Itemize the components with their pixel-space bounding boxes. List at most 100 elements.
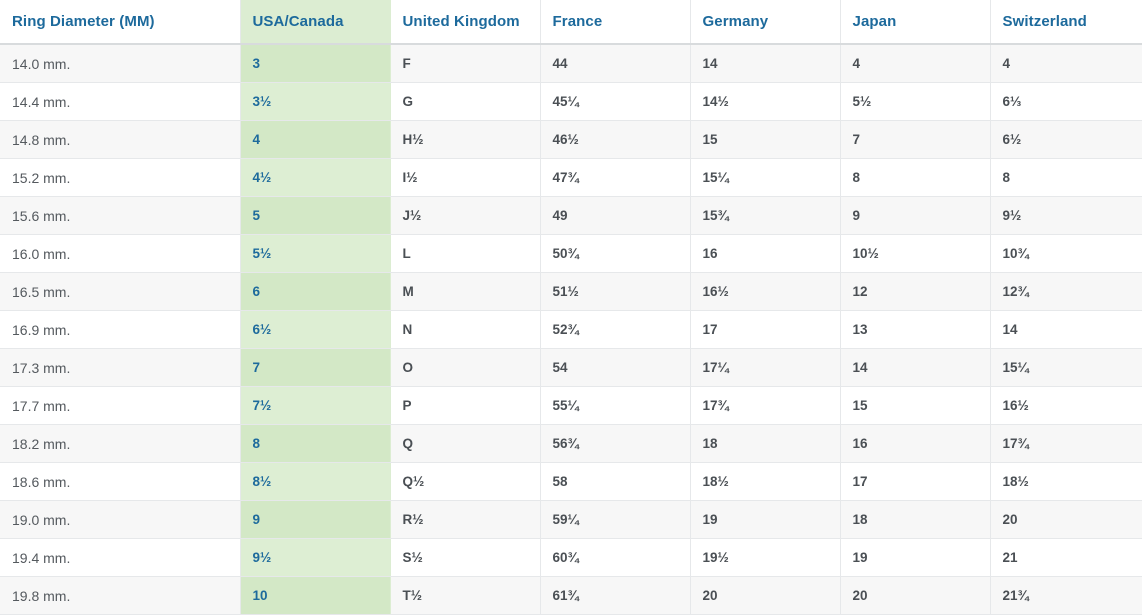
table-row: 14.4 mm. 3½ G 45¼ 14½ 5½ 6⅓ [0, 82, 1142, 121]
cell-japan: 4 [840, 44, 991, 83]
cell-usa-canada: 8 [240, 424, 391, 463]
cell-japan: 5½ [840, 82, 991, 121]
cell-united-kingdom: J½ [390, 196, 541, 235]
cell-ring-diameter-mm: 15.6 mm. [0, 196, 241, 235]
cell-united-kingdom: I½ [390, 158, 541, 197]
cell-usa-canada: 8½ [240, 462, 391, 501]
cell-japan: 10½ [840, 234, 991, 273]
table-body: 14.0 mm. 3 F 44 14 4 4 14.4 mm. 3½ G 45¼ 14½ 5½ 6⅓ 14.… [0, 44, 1142, 615]
cell-switzerland: 14 [990, 310, 1142, 349]
cell-france: 54 [540, 348, 691, 387]
cell-france: 50¾ [540, 234, 691, 273]
cell-germany: 20 [690, 576, 841, 615]
cell-germany: 18 [690, 424, 841, 463]
cell-usa-canada: 6½ [240, 310, 391, 349]
cell-united-kingdom: L [390, 234, 541, 273]
column-header-ring-diameter-mm: Ring Diameter (MM) [0, 0, 241, 45]
column-header-switzerland: Switzerland [990, 0, 1142, 45]
cell-usa-canada: 10 [240, 576, 391, 615]
cell-france: 52¾ [540, 310, 691, 349]
cell-france: 44 [540, 44, 691, 83]
cell-japan: 18 [840, 500, 991, 539]
cell-germany: 15 [690, 120, 841, 159]
cell-ring-diameter-mm: 14.0 mm. [0, 44, 241, 83]
cell-france: 60¾ [540, 538, 691, 577]
cell-united-kingdom: S½ [390, 538, 541, 577]
column-header-united-kingdom: United Kingdom [390, 0, 541, 45]
cell-united-kingdom: Q½ [390, 462, 541, 501]
cell-ring-diameter-mm: 18.6 mm. [0, 462, 241, 501]
cell-ring-diameter-mm: 15.2 mm. [0, 158, 241, 197]
cell-germany: 17 [690, 310, 841, 349]
cell-france: 46½ [540, 120, 691, 159]
cell-switzerland: 21¾ [990, 576, 1142, 615]
cell-united-kingdom: R½ [390, 500, 541, 539]
cell-switzerland: 10¾ [990, 234, 1142, 273]
cell-ring-diameter-mm: 16.0 mm. [0, 234, 241, 273]
cell-japan: 9 [840, 196, 991, 235]
table-row: 15.6 mm. 5 J½ 49 15¾ 9 9½ [0, 196, 1142, 235]
cell-ring-diameter-mm: 19.8 mm. [0, 576, 241, 615]
cell-united-kingdom: H½ [390, 120, 541, 159]
cell-united-kingdom: Q [390, 424, 541, 463]
table-row: 18.6 mm. 8½ Q½ 58 18½ 17 18½ [0, 462, 1142, 501]
cell-usa-canada: 5½ [240, 234, 391, 273]
cell-usa-canada: 7½ [240, 386, 391, 425]
cell-japan: 8 [840, 158, 991, 197]
cell-united-kingdom: M [390, 272, 541, 311]
cell-france: 51½ [540, 272, 691, 311]
cell-ring-diameter-mm: 19.0 mm. [0, 500, 241, 539]
cell-france: 55¼ [540, 386, 691, 425]
table-row: 17.7 mm. 7½ P 55¼ 17¾ 15 16½ [0, 386, 1142, 425]
cell-japan: 16 [840, 424, 991, 463]
column-header-japan: Japan [840, 0, 991, 45]
cell-france: 47¾ [540, 158, 691, 197]
cell-germany: 17¾ [690, 386, 841, 425]
table-row: 14.0 mm. 3 F 44 14 4 4 [0, 44, 1142, 83]
table-row: 19.4 mm. 9½ S½ 60¾ 19½ 19 21 [0, 538, 1142, 577]
cell-usa-canada: 4 [240, 120, 391, 159]
cell-japan: 13 [840, 310, 991, 349]
cell-usa-canada: 5 [240, 196, 391, 235]
cell-ring-diameter-mm: 16.5 mm. [0, 272, 241, 311]
cell-switzerland: 8 [990, 158, 1142, 197]
cell-ring-diameter-mm: 16.9 mm. [0, 310, 241, 349]
cell-switzerland: 16½ [990, 386, 1142, 425]
cell-germany: 16 [690, 234, 841, 273]
cell-france: 56¾ [540, 424, 691, 463]
cell-ring-diameter-mm: 18.2 mm. [0, 424, 241, 463]
cell-united-kingdom: P [390, 386, 541, 425]
cell-switzerland: 4 [990, 44, 1142, 83]
cell-switzerland: 15¼ [990, 348, 1142, 387]
cell-ring-diameter-mm: 19.4 mm. [0, 538, 241, 577]
cell-usa-canada: 3 [240, 44, 391, 83]
table-row: 16.0 mm. 5½ L 50¾ 16 10½ 10¾ [0, 234, 1142, 273]
cell-germany: 14½ [690, 82, 841, 121]
cell-usa-canada: 9½ [240, 538, 391, 577]
cell-germany: 15¼ [690, 158, 841, 197]
cell-switzerland: 9½ [990, 196, 1142, 235]
cell-united-kingdom: N [390, 310, 541, 349]
column-header-france: France [540, 0, 691, 45]
cell-france: 61¾ [540, 576, 691, 615]
table-row: 19.8 mm. 10 T½ 61¾ 20 20 21¾ [0, 576, 1142, 615]
cell-japan: 15 [840, 386, 991, 425]
cell-usa-canada: 7 [240, 348, 391, 387]
cell-ring-diameter-mm: 14.8 mm. [0, 120, 241, 159]
cell-united-kingdom: F [390, 44, 541, 83]
cell-germany: 18½ [690, 462, 841, 501]
cell-usa-canada: 4½ [240, 158, 391, 197]
cell-germany: 14 [690, 44, 841, 83]
cell-switzerland: 6½ [990, 120, 1142, 159]
cell-ring-diameter-mm: 17.3 mm. [0, 348, 241, 387]
cell-united-kingdom: T½ [390, 576, 541, 615]
cell-germany: 15¾ [690, 196, 841, 235]
cell-united-kingdom: O [390, 348, 541, 387]
cell-france: 49 [540, 196, 691, 235]
cell-usa-canada: 9 [240, 500, 391, 539]
cell-japan: 20 [840, 576, 991, 615]
table-row: 15.2 mm. 4½ I½ 47¾ 15¼ 8 8 [0, 158, 1142, 197]
cell-usa-canada: 6 [240, 272, 391, 311]
table-row: 17.3 mm. 7 O 54 17¼ 14 15¼ [0, 348, 1142, 387]
